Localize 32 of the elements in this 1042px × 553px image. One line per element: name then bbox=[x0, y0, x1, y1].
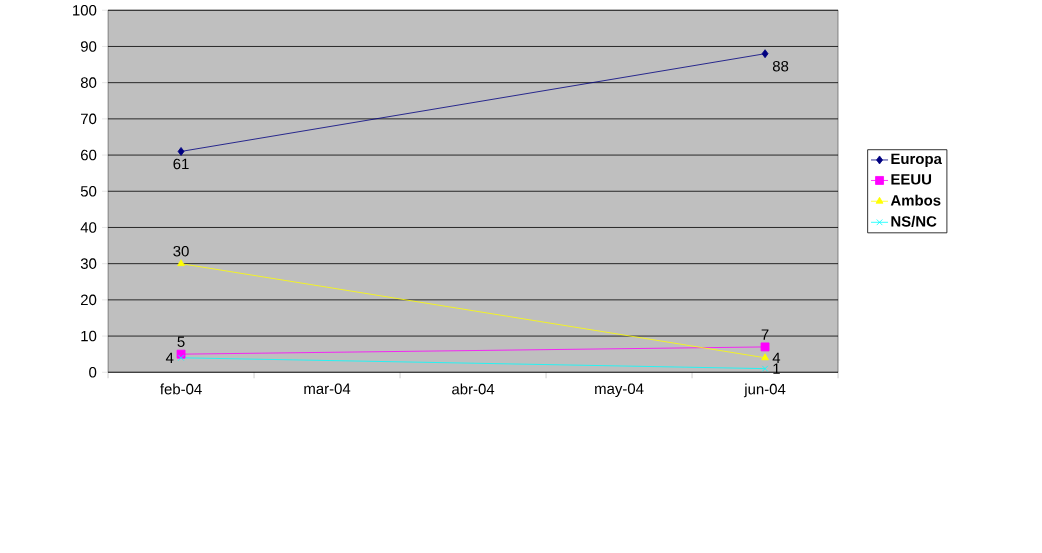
x-tick-label: may-04 bbox=[595, 383, 644, 397]
y-tick-label: 100 bbox=[73, 4, 97, 16]
x-tick-label: abr-04 bbox=[452, 383, 495, 395]
y-tick-label: 30 bbox=[80, 258, 97, 269]
y-tick-label: 10 bbox=[81, 330, 97, 342]
data-label: 1 bbox=[773, 363, 780, 374]
x-tick-label: jun-04 bbox=[743, 383, 786, 398]
legend-label: Europa bbox=[891, 153, 943, 167]
point bbox=[761, 49, 769, 58]
y-tick-label: 50 bbox=[80, 185, 97, 197]
y-tick-label: 40 bbox=[80, 222, 97, 233]
data-label: 30 bbox=[173, 245, 189, 257]
y-tick-label: 60 bbox=[81, 149, 97, 161]
legend-label: Ambos bbox=[890, 194, 941, 206]
point bbox=[761, 365, 769, 372]
x-tick-label: mar-04 bbox=[304, 383, 351, 394]
data-label: 4 bbox=[165, 352, 174, 363]
data-label: 7 bbox=[761, 329, 769, 340]
y-tick-label: 90 bbox=[80, 41, 97, 52]
point bbox=[760, 342, 770, 352]
point bbox=[177, 146, 185, 156]
data-label: 61 bbox=[173, 158, 189, 170]
data-label: 88 bbox=[772, 60, 789, 72]
legend-label: NS/NC bbox=[891, 215, 937, 227]
x-tick-label: feb-04 bbox=[160, 383, 202, 395]
y-tick-label: 70 bbox=[81, 113, 97, 125]
legend-label: EEUU bbox=[891, 174, 932, 185]
data-label: 4 bbox=[772, 352, 781, 363]
y-tick-label: 80 bbox=[80, 77, 97, 88]
data-label: 5 bbox=[177, 336, 185, 347]
y-tick-label: 0 bbox=[89, 366, 97, 378]
y-tick-label: 20 bbox=[81, 294, 97, 306]
